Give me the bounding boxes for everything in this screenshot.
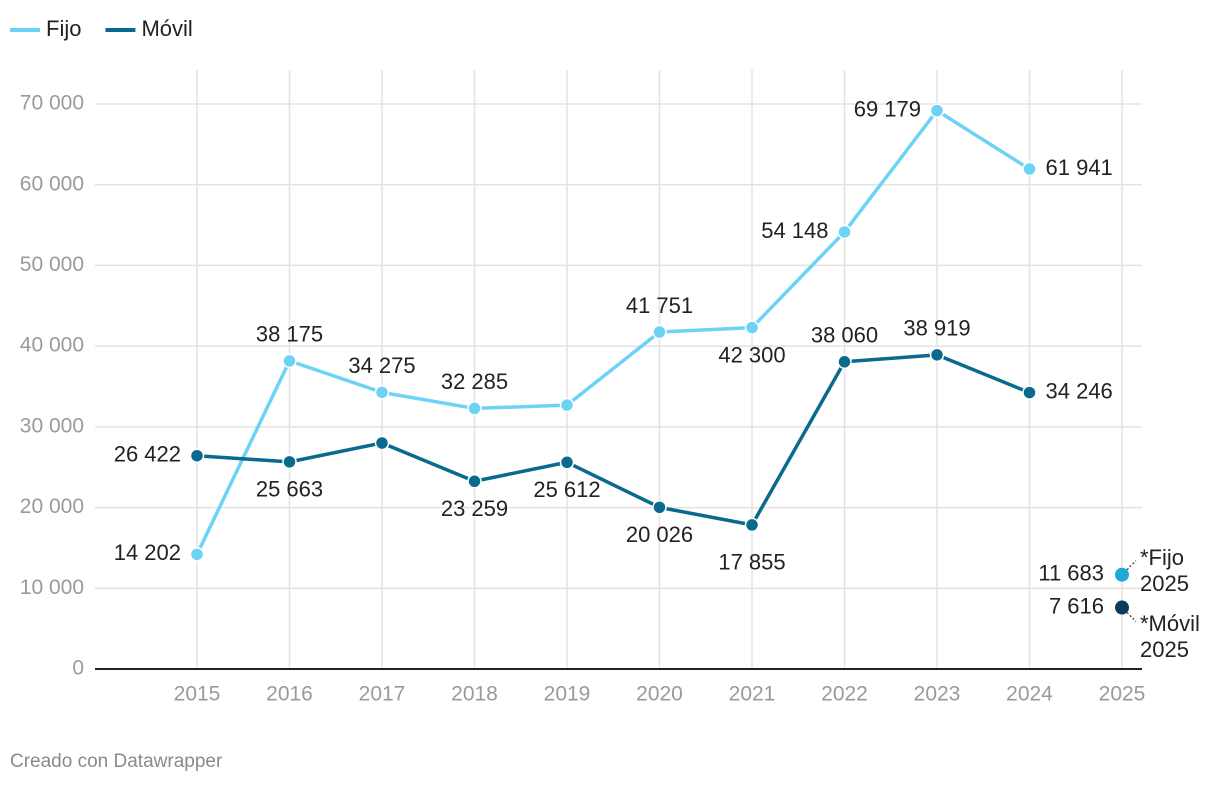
data-point — [1022, 161, 1037, 177]
data-label: 41 751 — [626, 293, 693, 318]
data-point — [189, 448, 205, 463]
y-tick-label: 40 000 — [20, 334, 84, 357]
data-label: 38 175 — [256, 322, 323, 347]
data-label: 38 060 — [811, 323, 878, 348]
legend-label: Móvil — [141, 16, 192, 41]
legend-label: Fijo — [46, 16, 81, 41]
data-point — [282, 353, 297, 369]
data-label: 23 259 — [441, 496, 508, 521]
y-tick-label: 60 000 — [20, 172, 84, 195]
x-tick-label: 2015 — [174, 683, 221, 706]
data-label: 38 919 — [903, 316, 970, 341]
y-tick-label: 50 000 — [20, 253, 84, 276]
data-point — [837, 224, 852, 240]
footer: Creado con Datawrapper — [10, 751, 223, 772]
annotation-text: *Fijo 2025 — [1140, 544, 1189, 596]
x-tick-label: 2021 — [729, 683, 776, 706]
annotation-box: *Fijo 2025 — [1140, 544, 1189, 596]
data-label: 32 285 — [441, 369, 508, 394]
data-point — [559, 397, 575, 413]
y-tick-label: 0 — [72, 657, 84, 680]
annotation-connector — [1126, 560, 1137, 571]
x-tick-label: 2016 — [266, 683, 313, 706]
data-point — [652, 324, 667, 340]
annotation-value: 7 616 — [1049, 593, 1104, 618]
x-tick-label: 2024 — [1006, 683, 1053, 706]
series-line — [195, 108, 1031, 556]
data-label: 42 300 — [718, 342, 785, 367]
x-tick-label: 2019 — [544, 683, 591, 706]
data-point — [744, 517, 760, 533]
data-label: 69 179 — [854, 96, 921, 121]
annotation-text: *Móvil 2025 — [1140, 610, 1200, 662]
annotation-connector — [1126, 612, 1137, 622]
data-label: 34 246 — [1046, 378, 1113, 403]
data-point — [652, 500, 667, 515]
data-point — [189, 547, 205, 562]
data-point — [467, 401, 482, 416]
x-tick-label: 2022 — [821, 683, 868, 706]
data-point — [374, 435, 390, 451]
data-point — [559, 455, 575, 470]
y-tick-label: 30 000 — [20, 414, 84, 437]
annotation-point — [1115, 567, 1129, 582]
data-label: 61 941 — [1046, 155, 1113, 180]
x-tick-label: 2018 — [451, 683, 498, 706]
data-label: 17 855 — [718, 550, 785, 575]
data-label: 25 612 — [533, 477, 600, 502]
annotation-box: *Móvil 2025 — [1140, 610, 1200, 662]
data-point — [837, 354, 852, 370]
data-label: 25 663 — [256, 477, 323, 502]
data-point — [929, 103, 945, 118]
data-point — [467, 474, 482, 489]
x-tick-label: 2020 — [636, 683, 683, 706]
x-tick-label: 2023 — [914, 683, 961, 706]
data-point — [374, 385, 390, 400]
annotation-point — [1115, 600, 1129, 615]
data-label: 20 026 — [626, 522, 693, 547]
y-tick-label: 20 000 — [20, 495, 84, 518]
data-point — [929, 347, 945, 363]
series-line — [196, 353, 1031, 527]
data-label: 54 148 — [761, 218, 828, 243]
data-label: 14 202 — [114, 540, 181, 565]
x-tick-label: 2025 — [1099, 683, 1146, 706]
y-tick-label: 70 000 — [20, 92, 84, 115]
data-label: 26 422 — [114, 442, 181, 467]
x-tick-label: 2017 — [359, 683, 406, 706]
data-point — [744, 320, 760, 335]
data-point — [1022, 385, 1037, 400]
data-label: 34 275 — [348, 353, 415, 378]
y-tick-label: 10 000 — [20, 576, 84, 599]
data-point — [282, 454, 297, 470]
annotation-value: 11 683 — [1038, 561, 1104, 586]
